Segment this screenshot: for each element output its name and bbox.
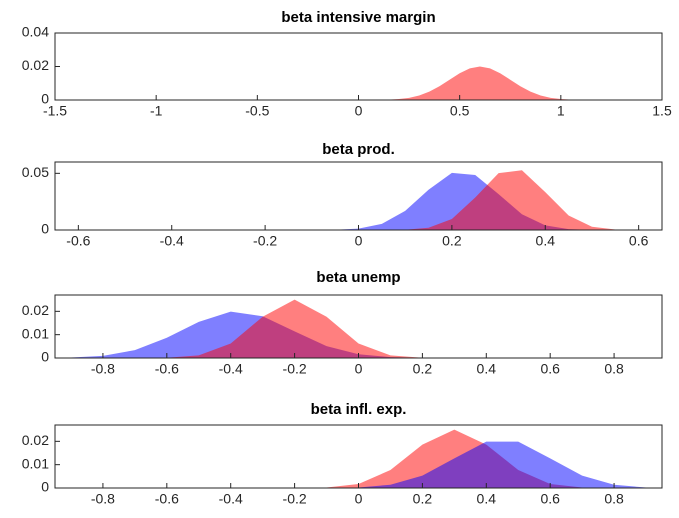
x-tick-label: -0.8 bbox=[91, 361, 115, 377]
x-tick-label: -0.4 bbox=[219, 491, 243, 507]
x-tick-label: 0 bbox=[355, 233, 363, 249]
x-tick-label: -1 bbox=[150, 103, 163, 119]
x-tick-label: 0.6 bbox=[629, 233, 649, 249]
x-tick-label: -0.6 bbox=[155, 491, 179, 507]
x-tick-label: -0.6 bbox=[66, 233, 90, 249]
x-tick-label: 0.4 bbox=[477, 491, 497, 507]
x-tick-label: 0.4 bbox=[477, 361, 497, 377]
x-tick-label: 1.5 bbox=[652, 103, 672, 119]
x-tick-label: 0.8 bbox=[604, 361, 624, 377]
x-tick-label: 0 bbox=[355, 361, 363, 377]
chart-title: beta prod. bbox=[322, 141, 395, 158]
x-tick-label: -0.4 bbox=[219, 361, 243, 377]
y-tick-label: 0.01 bbox=[22, 455, 49, 471]
density-area bbox=[70, 299, 487, 358]
x-tick-label: 0.2 bbox=[442, 233, 462, 249]
y-tick-label: 0.02 bbox=[22, 432, 49, 448]
y-tick-label: 0 bbox=[41, 221, 49, 237]
density-area bbox=[335, 170, 616, 230]
y-tick-label: 0.02 bbox=[22, 57, 49, 73]
density-area bbox=[294, 441, 647, 488]
chart-title: beta unemp bbox=[316, 269, 400, 286]
x-tick-label: -0.4 bbox=[160, 233, 184, 249]
x-tick-label: 0.6 bbox=[540, 361, 560, 377]
y-tick-label: 0 bbox=[41, 91, 49, 107]
density-area bbox=[378, 66, 571, 100]
y-tick-label: 0.04 bbox=[22, 24, 49, 40]
x-tick-label: 0.2 bbox=[413, 361, 433, 377]
x-tick-label: -0.2 bbox=[253, 233, 277, 249]
y-tick-label: 0.01 bbox=[22, 325, 49, 341]
x-tick-label: 0.5 bbox=[450, 103, 470, 119]
axes-box bbox=[54, 32, 663, 101]
chart-title: beta infl. exp. bbox=[311, 401, 407, 418]
x-tick-label: -0.6 bbox=[155, 361, 179, 377]
y-tick-label: 0 bbox=[41, 349, 49, 365]
x-tick-label: -0.2 bbox=[283, 361, 307, 377]
chart-title: beta intensive margin bbox=[281, 9, 435, 26]
x-tick-label: -0.5 bbox=[245, 103, 269, 119]
y-tick-label: 0 bbox=[41, 479, 49, 495]
x-tick-label: 1 bbox=[557, 103, 565, 119]
y-tick-label: 0.05 bbox=[22, 164, 49, 180]
x-tick-label: 0.6 bbox=[540, 491, 560, 507]
x-tick-label: -0.8 bbox=[91, 491, 115, 507]
x-tick-label: 0.4 bbox=[536, 233, 556, 249]
y-tick-label: 0.02 bbox=[22, 302, 49, 318]
x-tick-label: -0.2 bbox=[283, 491, 307, 507]
x-tick-label: 0 bbox=[355, 491, 363, 507]
x-tick-label: 0.2 bbox=[413, 491, 433, 507]
x-tick-label: 0.8 bbox=[604, 491, 624, 507]
x-tick-label: 0 bbox=[355, 103, 363, 119]
x-tick-label: -1.5 bbox=[43, 103, 67, 119]
